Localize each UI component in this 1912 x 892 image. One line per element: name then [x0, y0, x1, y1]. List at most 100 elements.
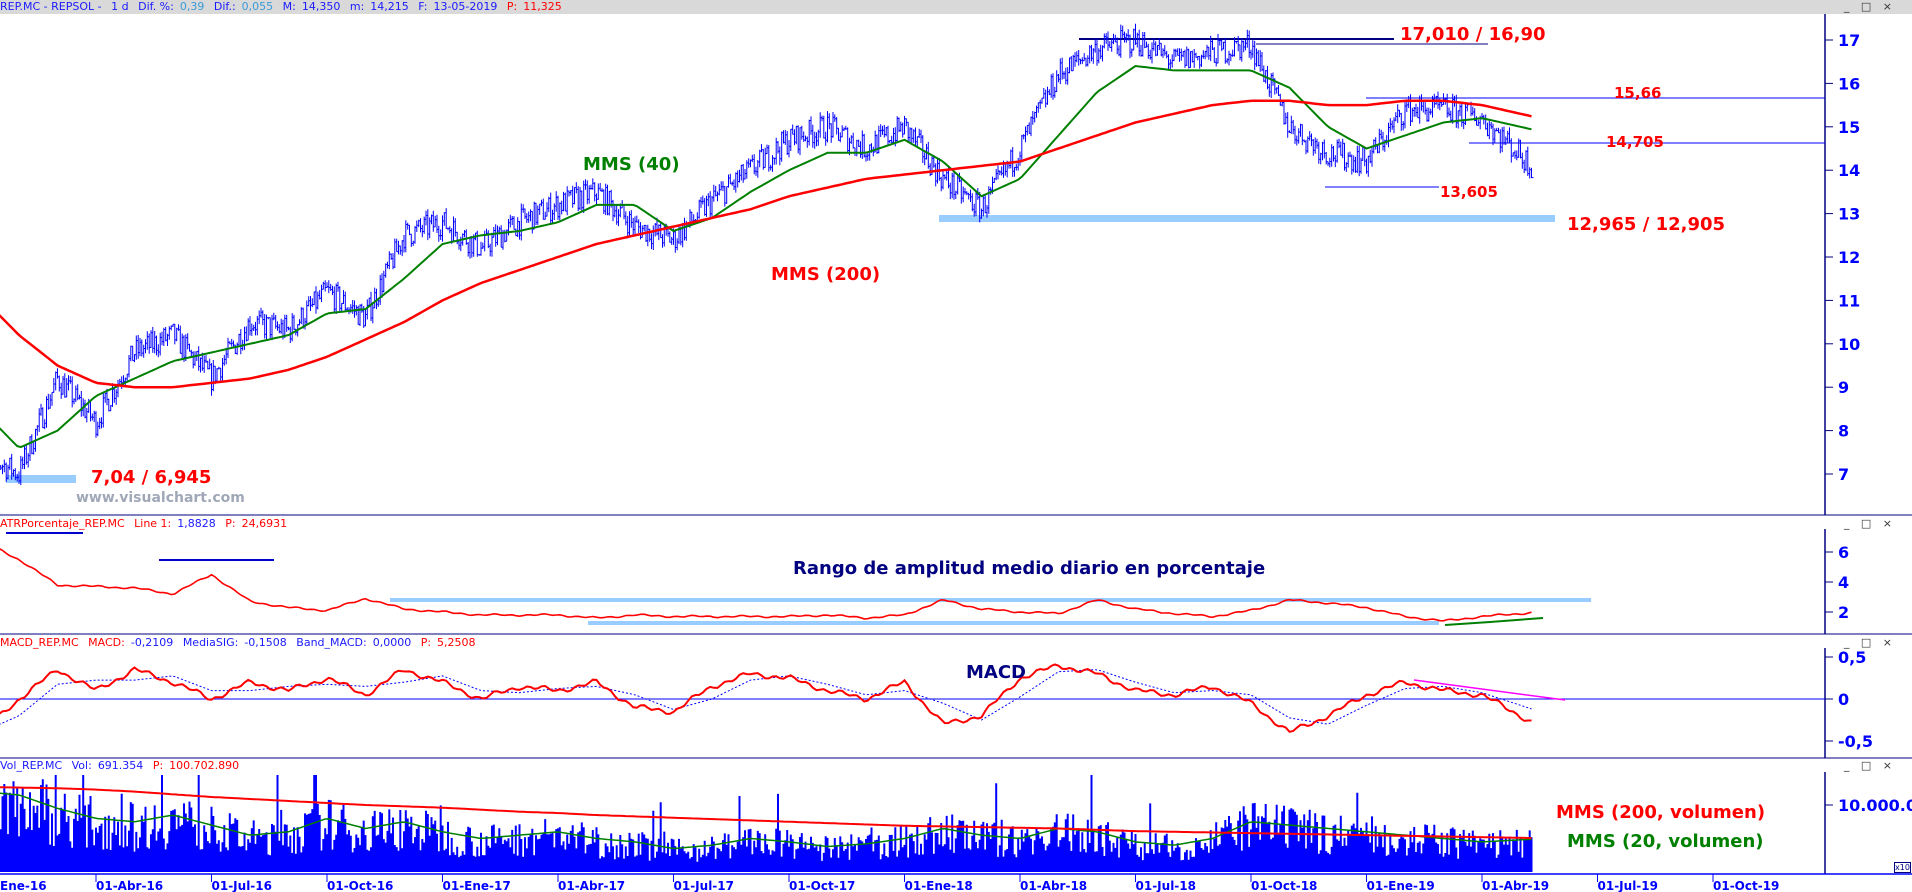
mms200-label: MMS (200)	[771, 264, 881, 285]
x-tick-label: 01-Oct-17	[789, 879, 855, 892]
atr-tick-label: 6	[1838, 543, 1849, 562]
vol-value: 691.354	[97, 759, 144, 772]
macd-divergence-line	[1413, 679, 1566, 701]
x-tick-label: 01-Ene-17	[443, 879, 511, 892]
watermark: www.visualchart.com	[76, 490, 245, 506]
atr-tick-label: 4	[1838, 573, 1849, 592]
annotation-s2: 12,965 / 12,905	[1567, 214, 1726, 235]
vol-tick-label: 10.000.000	[1838, 796, 1912, 815]
price-tick-label: 10	[1838, 335, 1860, 354]
vol-p: 100.702.890	[169, 759, 240, 772]
x-tick-label: 01-Jul-19	[1598, 879, 1658, 892]
price-tick-label: 11	[1838, 291, 1860, 310]
x-tick-label: 01-Abr-17	[558, 879, 625, 892]
x-tick-label: 01-Abr-18	[1020, 879, 1087, 892]
macd-name: MACD_REP.MC	[0, 636, 79, 649]
x-tick-label: Ene-16	[0, 879, 47, 892]
volume-bars	[0, 775, 1533, 872]
annotation-top: 17,010 / 16,90	[1400, 24, 1546, 45]
annotation-s1: 13,605	[1440, 183, 1498, 201]
dif: 0,055	[241, 0, 274, 13]
macd-label: MACD:	[88, 636, 125, 649]
x-tick-label: 01-Jul-18	[1136, 879, 1196, 892]
annotation-low: 7,04 / 6,945	[91, 467, 212, 488]
x-tick-label: 01-Ene-19	[1367, 879, 1435, 892]
atr-band-lower	[588, 621, 1439, 625]
macd-tick-label: 0,5	[1838, 648, 1866, 667]
x-tick-label: 01-Oct-18	[1251, 879, 1317, 892]
price-tick-label: 13	[1838, 205, 1860, 224]
macd-tick-label: -0,5	[1838, 732, 1873, 751]
price-tick-label: 12	[1838, 248, 1860, 267]
price-tick-label: 17	[1838, 31, 1860, 50]
vol-mms200-line	[0, 786, 1532, 839]
atr-panel-header: ATRPorcentaje_REP.MC Line 1: 1,8828 P: 24,…	[0, 517, 1912, 531]
min-label: m:	[349, 0, 365, 13]
macd-tick-label: 0	[1838, 690, 1849, 709]
x-tick-label: 01-Ene-18	[905, 879, 973, 892]
window-controls[interactable]: _ □ ×	[1843, 517, 1896, 530]
vol-mms200-label: MMS (200, volumen)	[1556, 802, 1766, 823]
price-tick-label: 14	[1838, 161, 1860, 180]
macd-value: -0,2109	[130, 636, 174, 649]
x-tick-label: 01-Jul-17	[674, 879, 734, 892]
price-bars	[0, 23, 1534, 486]
date-label: F:	[418, 0, 428, 13]
vol-scale-badge: x10	[1894, 862, 1911, 873]
max: 14,350	[301, 0, 341, 13]
atr-title: Rango de amplitud medio diario en porcen…	[793, 558, 1266, 579]
dif-label: Dif.:	[213, 0, 236, 13]
window-controls[interactable]: _ □ ×	[1843, 759, 1896, 772]
price-tick-label: 7	[1838, 465, 1849, 484]
annotation-r1: 15,66	[1614, 84, 1662, 102]
price-tick-label: 9	[1838, 378, 1849, 397]
p-value: 11,325	[523, 0, 562, 13]
dif-pct-label: Dif. %:	[138, 0, 174, 13]
macd-signal-line	[0, 669, 1532, 725]
atr-name: ATRPorcentaje_REP.MC	[0, 517, 125, 530]
x-tick-label: 01-Abr-19	[1482, 879, 1549, 892]
atr-line	[0, 548, 1532, 622]
x-tick-label: 01-Oct-16	[327, 879, 393, 892]
vol-panel-header: Vol_REP.MC Vol: 691.354 P: 100.702.890 _ □…	[0, 759, 1912, 773]
macd-title: MACD	[966, 662, 1026, 683]
annotation-r2: 14,705	[1606, 133, 1664, 151]
sig-label: MediaSIG:	[182, 636, 239, 649]
p-label: P:	[506, 0, 518, 13]
band-label: Band_MACD:	[296, 636, 367, 649]
date: 13-05-2019	[433, 0, 498, 13]
vol-mms20-line	[0, 792, 1532, 850]
vol-name: Vol_REP.MC	[0, 759, 63, 772]
mms40-label: MMS (40)	[583, 154, 680, 175]
macd-line	[0, 663, 1532, 733]
support-band-12-9	[939, 215, 1555, 222]
symbol: REP.MC - REPSOL -	[0, 0, 102, 13]
atr-p: 24,6931	[241, 517, 288, 530]
macd-p: 5,2508	[437, 636, 476, 649]
sig-value: -0,1508	[244, 636, 287, 649]
price-tick-label: 8	[1838, 422, 1849, 441]
window-controls[interactable]: _ □ ×	[1843, 636, 1896, 649]
macd-p-label: P:	[420, 636, 432, 649]
support-band-7	[6, 475, 76, 483]
atr-mean-line	[1444, 617, 1544, 626]
x-tick-label: 01-Abr-16	[96, 879, 163, 892]
atr-band-upper	[390, 598, 1591, 602]
atr-line-label: Line 1:	[134, 517, 172, 530]
mms40-line	[0, 64, 1532, 449]
price-tick-label: 16	[1838, 74, 1860, 93]
x-tick-label: 01-Jul-16	[212, 879, 272, 892]
atr-tick-label: 2	[1838, 603, 1849, 622]
band-value: 0,0000	[372, 636, 412, 649]
dif-pct: 0,39	[179, 0, 205, 13]
window-controls[interactable]: _ □ ×	[1843, 0, 1896, 13]
vol-p-label: P:	[152, 759, 164, 772]
mms200-line	[0, 99, 1532, 389]
atr-p-label: P:	[225, 517, 236, 530]
vol-label: Vol:	[71, 759, 92, 772]
macd-panel-header: MACD_REP.MC MACD: -0,2109 MediaSIG: -0,150…	[0, 636, 1912, 650]
x-tick-label: 01-Oct-19	[1713, 879, 1779, 892]
main-panel-header: REP.MC - REPSOL - 1 d Dif. %: 0,39 Dif.: 0…	[0, 0, 1912, 14]
atr-line: 1,8828	[177, 517, 216, 530]
